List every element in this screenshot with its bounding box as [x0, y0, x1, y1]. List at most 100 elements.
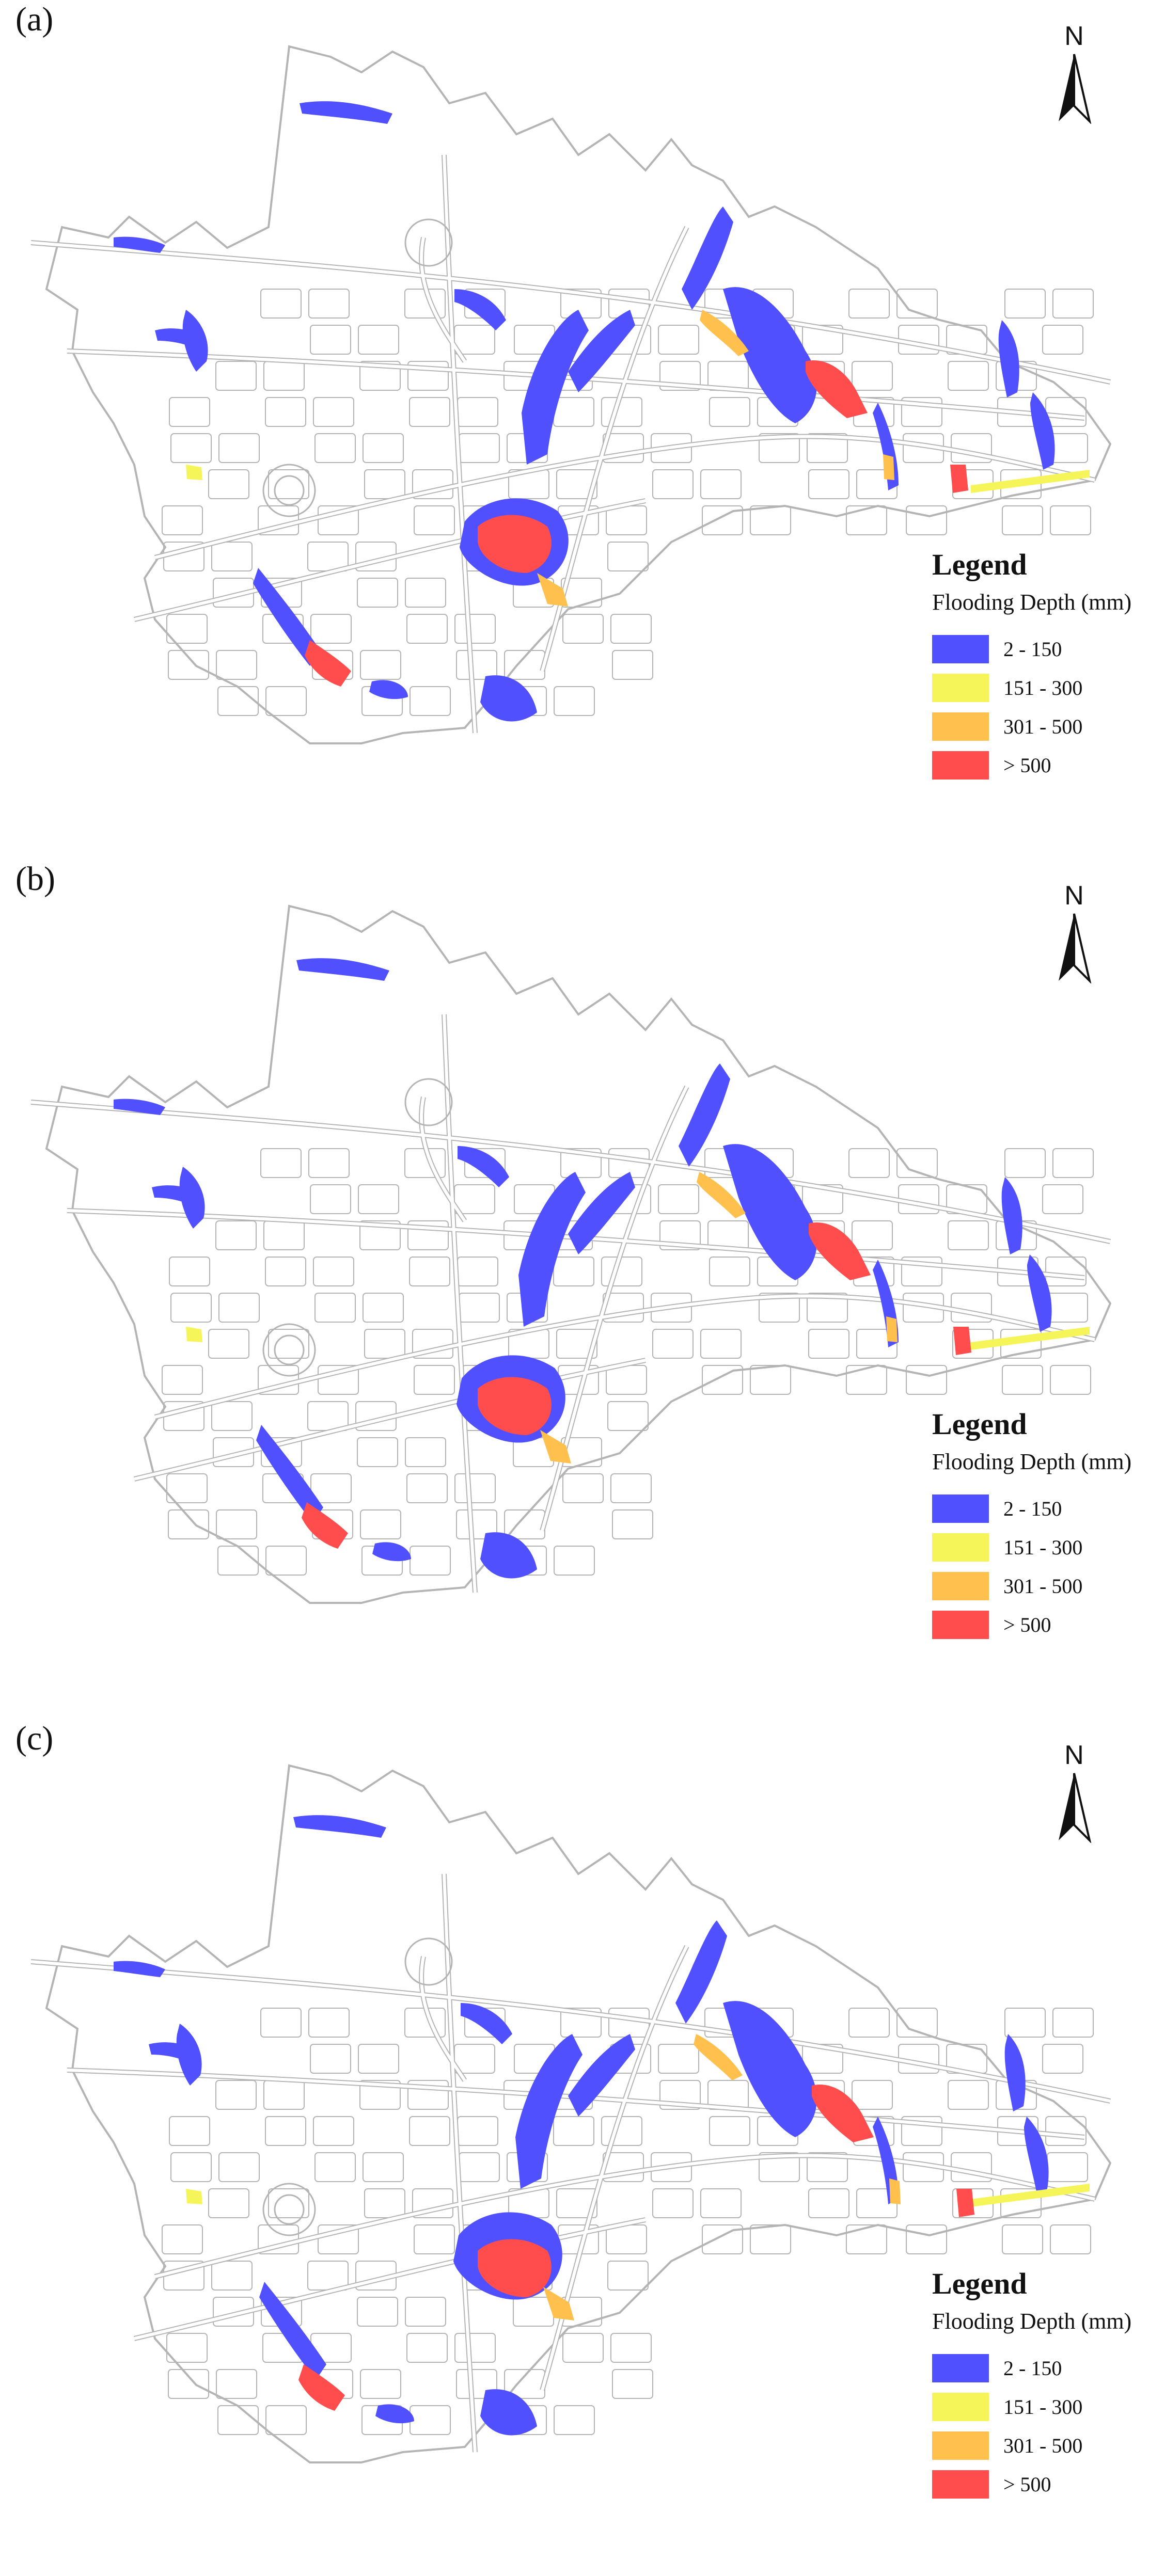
- flood-area-mid-low: [971, 1327, 1090, 1350]
- street-block: [612, 650, 653, 680]
- street-block: [658, 325, 699, 355]
- roundabout: [262, 464, 316, 517]
- legend-title: Legend: [932, 1407, 1027, 1441]
- main-road-inner: [154, 1294, 1095, 1419]
- main-road-inner: [541, 1945, 688, 2391]
- legend-row: 301 - 500: [932, 707, 1149, 746]
- north-arrow-icon: [1059, 1773, 1092, 1844]
- flood-area-mid-high: [540, 1430, 571, 1464]
- street-block: [610, 2333, 652, 2363]
- main-road-inner: [420, 1956, 466, 2081]
- street-block: [700, 469, 742, 499]
- street-block: [169, 1257, 210, 1286]
- flood-area-low: [454, 289, 506, 330]
- street-block: [357, 1437, 398, 1467]
- flood-area-low: [114, 236, 165, 253]
- street-block: [265, 1546, 307, 1576]
- street-block: [409, 397, 450, 427]
- street-block: [1042, 325, 1083, 355]
- street-block: [414, 505, 455, 535]
- street-block: [560, 1148, 602, 1178]
- legend-subtitle: Flooding Depth (mm): [932, 2309, 1132, 2334]
- street-block: [310, 1184, 351, 1214]
- street-block: [359, 2080, 401, 2110]
- legend-swatch: [932, 751, 989, 780]
- street-block: [454, 2333, 496, 2363]
- street-block: [217, 686, 259, 716]
- street-block: [553, 1257, 594, 1286]
- street-block: [268, 469, 309, 499]
- street-block: [1042, 1184, 1083, 1214]
- street-block: [357, 2297, 398, 2327]
- flood-area-high: [478, 515, 552, 573]
- flood-area-low: [114, 1099, 165, 1115]
- flood-area-mid-high: [694, 2034, 743, 2080]
- street-block: [211, 2261, 253, 2291]
- street-block: [1004, 2008, 1046, 2038]
- street-block: [218, 2152, 260, 2182]
- street-block: [659, 1220, 701, 1250]
- flood-area-mid-high: [537, 573, 568, 607]
- street-block: [1052, 289, 1094, 319]
- street-block: [948, 361, 989, 391]
- street-block: [454, 614, 496, 644]
- legend-label: 301 - 500: [1003, 715, 1083, 738]
- legend-swatch: [932, 1572, 989, 1600]
- street-block: [313, 397, 354, 427]
- street-block: [218, 433, 260, 463]
- flood-area-low: [480, 2389, 537, 2436]
- flood-area-low: [723, 1144, 817, 1280]
- street-block: [846, 505, 887, 535]
- flood-area-low: [152, 1185, 203, 1208]
- street-block: [405, 578, 446, 608]
- street-block: [169, 397, 210, 427]
- panel-label: (b): [15, 860, 55, 898]
- main-road-inner: [420, 1096, 466, 1222]
- street-block: [709, 1257, 750, 1286]
- street-block: [652, 469, 694, 499]
- street-block: [1045, 1257, 1087, 1286]
- legend-label: 151 - 300: [1003, 2395, 1083, 2419]
- street-block: [168, 2369, 209, 2399]
- street-block: [1002, 1365, 1043, 1395]
- legend-label: 151 - 300: [1003, 676, 1083, 699]
- flood-area-low: [1027, 1254, 1052, 1332]
- map-panel: (a) N Legend Flooding Depth (mm) 2 - 150 151 …: [0, 0, 1165, 857]
- legend-row: > 500: [932, 2465, 1149, 2504]
- legend: Legend Flooding Depth (mm) 2 - 150 151 - 30…: [932, 2266, 1149, 2504]
- street-block: [168, 650, 209, 680]
- street-block: [896, 2008, 938, 2038]
- street-block: [166, 2333, 208, 2363]
- street-block: [318, 1365, 359, 1395]
- roundabout: [404, 218, 453, 267]
- street-block: [456, 2369, 497, 2399]
- roundabout-inner: [274, 475, 305, 506]
- street-block: [407, 2080, 449, 2110]
- street-block: [268, 1329, 309, 1359]
- legend-row: 2 - 150: [932, 1489, 1149, 1528]
- legend-subtitle: Flooding Depth (mm): [932, 1449, 1132, 1474]
- street-block: [313, 1257, 354, 1286]
- flood-map: [30, 904, 1112, 1604]
- flood-area-mid-low: [971, 2184, 1090, 2207]
- flood-areas: [114, 1815, 1090, 2436]
- street-block: [162, 1365, 203, 1395]
- street-block: [560, 2008, 602, 2038]
- arrow-left-half: [1059, 54, 1074, 121]
- panel-label: (a): [15, 1, 54, 38]
- arrow-right-half: [1073, 54, 1092, 125]
- legend-label: 2 - 150: [1003, 638, 1062, 661]
- street-block: [363, 2152, 404, 2182]
- street-block: [1002, 505, 1043, 535]
- street-block: [308, 1148, 350, 1178]
- street-block: [607, 2261, 649, 2291]
- street-block: [265, 397, 306, 427]
- main-road-inner: [443, 154, 477, 734]
- street-block: [906, 1365, 947, 1395]
- flood-area-mid-high: [543, 2287, 574, 2320]
- roundabout-inner: [274, 1334, 305, 1365]
- street-block: [848, 289, 890, 319]
- street-block: [709, 397, 750, 427]
- legend-swatch: [932, 674, 989, 702]
- flood-area-mid-high: [889, 2179, 901, 2204]
